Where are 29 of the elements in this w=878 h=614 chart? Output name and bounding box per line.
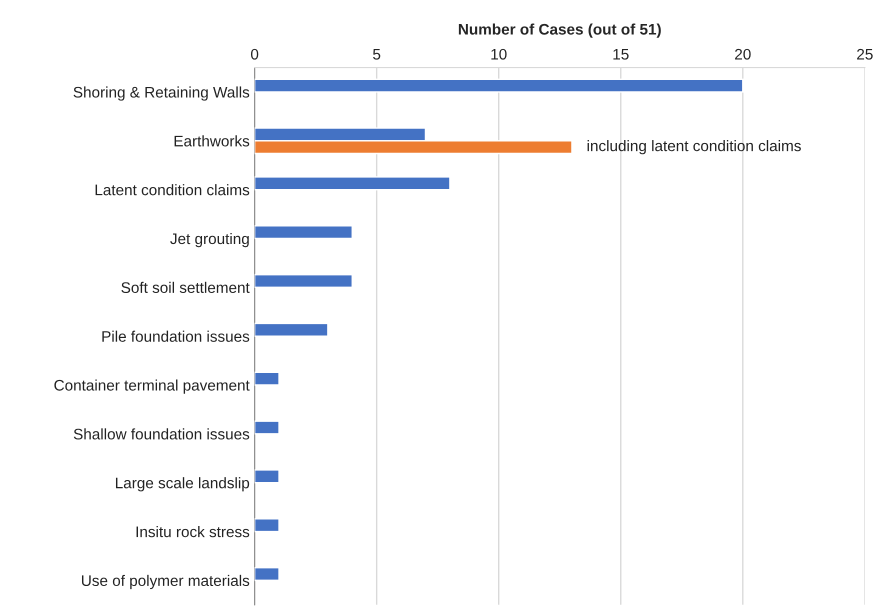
bar (254, 566, 280, 582)
x-tick-label: 25 (857, 48, 873, 60)
y-tick-label: Large scale landslip (116, 477, 250, 492)
bar (254, 225, 353, 240)
x-axis-title: Number of Cases (out of 51) (458, 23, 661, 38)
y-tick-label: Soft soil settlement (121, 282, 250, 294)
y-tick-label: Use of polymer materials (82, 574, 250, 590)
y-tick-label: Earthworks (174, 135, 250, 146)
bar (254, 518, 280, 532)
y-tick-label: Shoring & Retaining Walls (74, 86, 250, 101)
y-tick-label: Jet grouting (170, 232, 249, 248)
x-tick-label: 0 (250, 48, 258, 60)
bar (254, 469, 280, 484)
bar (254, 274, 353, 288)
y-tick-label: Container terminal pavement (54, 379, 250, 394)
y-tick-label: Pile foundation issues (102, 330, 250, 342)
x-tick-label: 15 (613, 49, 629, 60)
y-tick-label: Insitu rock stress (136, 526, 250, 538)
series-label: including latent condition claims (588, 140, 801, 154)
x-tick-label: 20 (735, 48, 751, 60)
bar (254, 78, 744, 93)
x-tick-label: 10 (491, 48, 507, 60)
bar (254, 176, 451, 190)
bar (254, 322, 329, 337)
y-tick-label: Latent condition claims (96, 184, 250, 196)
bar (254, 372, 280, 386)
x-tick-label: 5 (373, 49, 380, 60)
y-tick-label: Shallow foundation issues (74, 428, 250, 440)
bar (254, 420, 280, 435)
